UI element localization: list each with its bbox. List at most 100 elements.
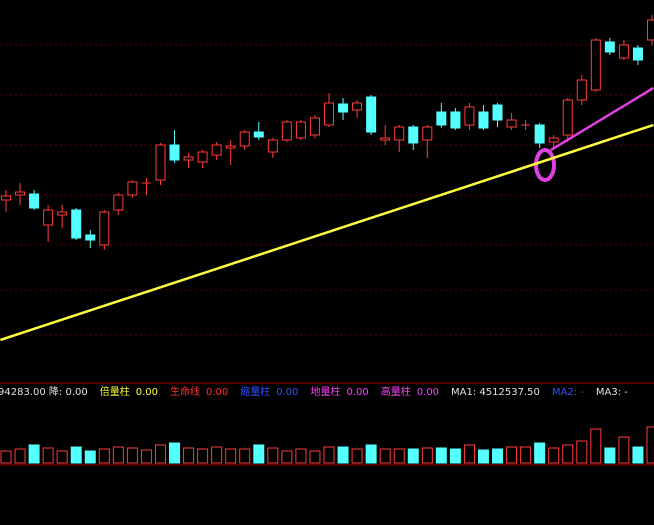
volume-bar [590, 428, 602, 464]
info-value: 0.00 [347, 387, 369, 398]
info-value: 0.00 [136, 387, 158, 398]
info-label: 高量柱 [381, 385, 411, 398]
volume-bar [548, 447, 560, 464]
info-value: 0.00 [276, 387, 298, 398]
candle-body [436, 111, 447, 126]
candle-body [211, 144, 222, 156]
volume-bar [646, 426, 654, 464]
candle-body [338, 103, 349, 113]
candle-body [267, 139, 278, 153]
candle-body [506, 119, 517, 128]
volume-bar [267, 447, 279, 464]
candle-body [43, 209, 54, 226]
volume-bar [28, 444, 40, 464]
candle-body [183, 156, 194, 161]
volume-bar [337, 446, 349, 464]
candle-body [450, 111, 461, 129]
candle-body [295, 121, 306, 139]
info-label: 地量柱 [311, 385, 341, 398]
volume-bar [421, 447, 433, 464]
candle-body [576, 79, 587, 101]
candle-body [534, 124, 545, 144]
candle-body [225, 145, 236, 149]
candle-body [113, 194, 124, 211]
volume-bar [477, 449, 489, 464]
volume-bar [295, 448, 307, 464]
candle-body [590, 39, 601, 91]
volume-bar [520, 446, 532, 464]
volume-bar [197, 448, 209, 464]
volume-bar [253, 444, 265, 464]
volume-bar [126, 447, 138, 464]
volume-bar [112, 446, 124, 464]
volume-bar [98, 448, 110, 464]
candle-body [155, 144, 166, 181]
volume-bar [351, 448, 363, 464]
volume-bar [323, 446, 335, 464]
volume-bar [463, 444, 475, 464]
volume-bar [0, 450, 12, 464]
info-label: MA2: - [552, 387, 584, 398]
candle-body [309, 117, 320, 136]
volume-bar [281, 450, 293, 464]
volume-bar [239, 448, 251, 464]
candle-body [464, 106, 475, 126]
candle-body [253, 131, 264, 138]
info-value: 0.00 [206, 387, 228, 398]
volume-bar [183, 447, 195, 464]
volume-bar [14, 448, 26, 464]
trend-line [550, 86, 654, 152]
info-label: MA3: - [596, 387, 628, 398]
volume-bar [42, 447, 54, 464]
candle-body [604, 41, 615, 53]
candle-body [99, 211, 110, 246]
candle-body [324, 102, 334, 126]
volume-bar [379, 448, 391, 464]
volume-bar [534, 442, 546, 464]
info-label: 倍量柱 [100, 385, 130, 398]
volume-bar [309, 450, 321, 464]
volume-bar [576, 440, 588, 464]
volume-bar [562, 444, 574, 464]
volume-bar [169, 442, 181, 464]
volume-bar [154, 444, 166, 464]
candle-body [548, 137, 559, 143]
candle-body [632, 47, 643, 61]
candle-body [85, 234, 96, 241]
candle-body [197, 151, 208, 163]
volume-bar [618, 436, 630, 464]
volume-bar [506, 446, 518, 464]
candle-body [422, 126, 433, 141]
candle-body [57, 211, 68, 216]
candle-body [478, 111, 489, 129]
candle-body [618, 44, 629, 59]
volume-bar [211, 446, 223, 464]
volume-bar [407, 448, 419, 464]
candle-body [1, 195, 11, 201]
candle-body [492, 104, 503, 121]
candle-body [71, 209, 82, 239]
volume-bar [56, 450, 68, 464]
volume-bar [365, 444, 377, 464]
trend-line [0, 123, 654, 342]
candle-body [127, 181, 138, 196]
info-label: 94283.00 降: 0.00 [0, 385, 88, 398]
volume-bar [225, 448, 237, 464]
candle-body [352, 102, 363, 111]
volume-bar [492, 448, 504, 464]
volume-bar [70, 446, 82, 464]
volume-bar [604, 447, 616, 464]
volume-bar [140, 449, 152, 464]
candle-body [394, 126, 405, 141]
candle-body [562, 99, 573, 136]
volume-bar [632, 446, 644, 464]
candle-body [15, 191, 26, 196]
annotation-circle [534, 148, 556, 182]
info-label: 生命线 [170, 385, 200, 398]
info-value: 0.00 [417, 387, 439, 398]
candle-body [239, 131, 250, 147]
info-label: MA1: 4512537.50 [451, 387, 540, 398]
candle-body [366, 96, 377, 133]
